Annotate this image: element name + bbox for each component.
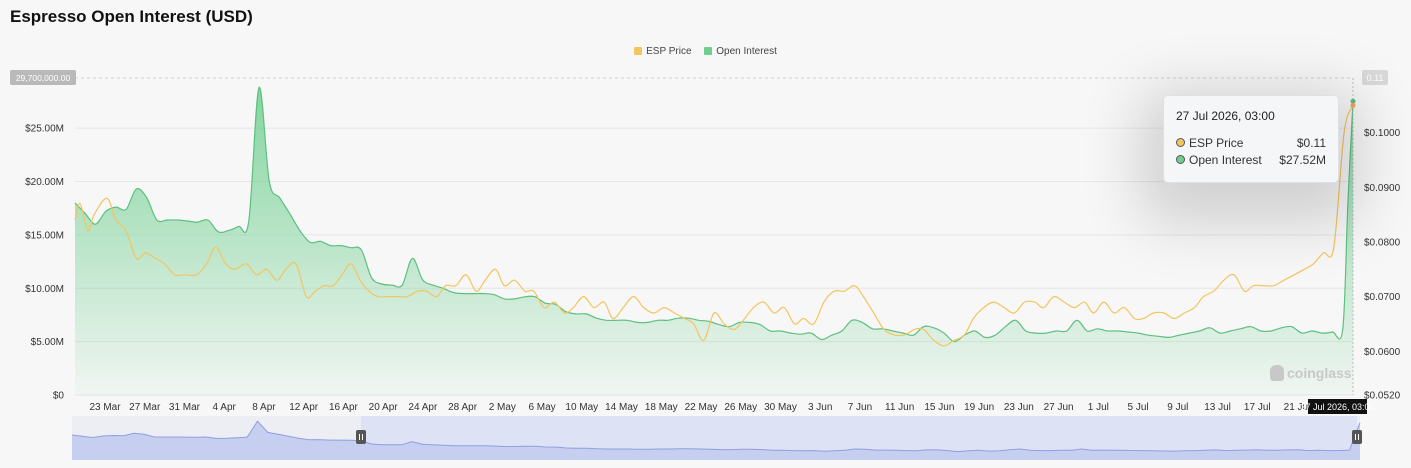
x-tick-label: 12 Apr bbox=[289, 402, 319, 413]
x-tick-label: 30 May bbox=[764, 402, 797, 413]
tooltip-value-open-interest: $27.52M bbox=[1279, 153, 1326, 167]
legend-swatch-esp-price bbox=[634, 47, 643, 55]
tooltip-value-esp-price: $0.11 bbox=[1296, 136, 1326, 150]
navigator-line bbox=[71, 420, 1361, 453]
x-tick-label: 31 Mar bbox=[169, 402, 201, 413]
y-right-tick-label: $0.0520 bbox=[1364, 391, 1401, 402]
cursor-point-esp-price bbox=[1350, 102, 1356, 108]
y-right-tick-label: $0.0600 bbox=[1364, 347, 1401, 358]
x-highlight-label: 27 Jul 2026, 03:00 bbox=[1300, 402, 1374, 412]
tooltip-row-esp-price: ESP Price $0.11 bbox=[1176, 136, 1326, 152]
x-tick-label: 26 May bbox=[724, 402, 757, 413]
x-tick-label: 8 Apr bbox=[252, 402, 276, 413]
y-left-tick-label: $20.00M bbox=[25, 177, 64, 188]
y-right-tick-label: $0.0700 bbox=[1364, 292, 1401, 303]
x-tick-label: 9 Jul bbox=[1167, 402, 1188, 413]
legend-label-esp-price: ESP Price bbox=[646, 46, 692, 57]
x-tick-label: 5 Jul bbox=[1128, 402, 1149, 413]
x-tick-label: 6 May bbox=[528, 402, 555, 413]
right-top-label: 0.11 bbox=[1367, 73, 1384, 83]
navigator-handle-left[interactable] bbox=[356, 430, 366, 444]
tooltip-dot-esp-price bbox=[1176, 138, 1185, 147]
tooltip-row-open-interest: Open Interest $27.52M bbox=[1176, 153, 1326, 169]
x-tick-label: 13 Jul bbox=[1204, 402, 1231, 413]
x-tick-label: 20 Apr bbox=[369, 402, 399, 413]
navigator-handle-right[interactable] bbox=[1352, 430, 1362, 444]
x-tick-label: 1 Jul bbox=[1088, 402, 1109, 413]
y-right-tick-label: $0.1000 bbox=[1364, 128, 1401, 139]
y-left-tick-label: $25.00M bbox=[25, 124, 64, 135]
x-tick-label: 22 May bbox=[685, 402, 718, 413]
tooltip-label-open-interest: Open Interest bbox=[1189, 153, 1262, 167]
x-tick-label: 28 Apr bbox=[448, 402, 478, 413]
x-tick-label: 18 May bbox=[645, 402, 678, 413]
y-left-tick-label: $5.00M bbox=[31, 337, 64, 348]
x-axis: 23 Mar 27 Mar 31 Mar 4 Apr 8 Apr 12 Apr 16 Apr… bbox=[89, 402, 1310, 413]
coinglass-logo-icon bbox=[1270, 365, 1284, 381]
chart-title: Espresso Open Interest (USD) bbox=[10, 7, 253, 26]
x-tick-label: 4 Apr bbox=[213, 402, 237, 413]
open-interest-area bbox=[75, 87, 1353, 396]
x-tick-label: 11 Jun bbox=[885, 402, 914, 413]
y-axis-right: $0.0520 $0.0600 $0.0700 $0.0800 $0.0900 $0.10… bbox=[1362, 70, 1401, 402]
x-tick-label: 27 Mar bbox=[129, 402, 161, 413]
y-left-tick-label: $10.00M bbox=[25, 284, 64, 295]
x-tick-label: 23 Mar bbox=[89, 402, 121, 413]
tooltip: 27 Jul 2026, 03:00 ESP Price $0.11 Open … bbox=[1163, 95, 1339, 183]
x-tick-label: 24 Apr bbox=[408, 402, 438, 413]
legend-label-open-interest: Open Interest bbox=[716, 46, 777, 57]
x-tick-label: 10 May bbox=[565, 402, 598, 413]
legend-item-esp-price[interactable]: ESP Price bbox=[634, 46, 692, 57]
x-tick-label: 7 Jun bbox=[848, 402, 872, 413]
x-tick-label: 15 Jun bbox=[924, 402, 954, 413]
x-tick-label: 14 May bbox=[605, 402, 638, 413]
x-tick-label: 17 Jul bbox=[1244, 402, 1271, 413]
x-tick-label: 19 Jun bbox=[964, 402, 994, 413]
x-tick-label: 21 Jul bbox=[1284, 402, 1311, 413]
legend-swatch-open-interest bbox=[704, 47, 713, 55]
navigator-area bbox=[72, 421, 1360, 460]
x-tick-label: 23 Jun bbox=[1004, 402, 1034, 413]
esp-price-line bbox=[74, 105, 1354, 347]
cursor-point-open-interest bbox=[1350, 98, 1356, 104]
y-right-tick-label: $0.0800 bbox=[1364, 237, 1401, 248]
hover-cursor: 27 Jul 2026, 03:00 bbox=[1300, 78, 1375, 414]
tooltip-dot-open-interest bbox=[1176, 155, 1185, 164]
y-left-tick-label: $15.00M bbox=[25, 230, 64, 241]
max-value-label: 29,700,000.00 bbox=[16, 73, 71, 83]
watermark: coinglass bbox=[1270, 365, 1352, 381]
watermark-text: coinglass bbox=[1287, 365, 1352, 381]
y-right-tick-label: $0.0900 bbox=[1364, 183, 1401, 194]
range-navigator[interactable] bbox=[71, 416, 1362, 460]
y-axis-left: $0 $5.00M $10.00M $15.00M $20.00M $25.00M 29,7… bbox=[10, 70, 76, 402]
open-interest-line bbox=[74, 86, 1354, 343]
y-left-tick-label: $0 bbox=[53, 391, 65, 402]
x-tick-label: 16 Apr bbox=[329, 402, 359, 413]
x-tick-label: 2 May bbox=[489, 402, 516, 413]
tooltip-title: 27 Jul 2026, 03:00 bbox=[1176, 109, 1275, 123]
x-tick-label: 27 Jun bbox=[1044, 402, 1074, 413]
x-highlight-badge bbox=[1308, 399, 1367, 414]
legend: ESP Price Open Interest bbox=[0, 46, 1411, 57]
max-value-badge bbox=[10, 70, 76, 85]
tooltip-label-esp-price: ESP Price bbox=[1189, 136, 1244, 150]
right-top-badge bbox=[1362, 70, 1388, 85]
x-tick-label: 3 Jun bbox=[808, 402, 832, 413]
legend-item-open-interest[interactable]: Open Interest bbox=[704, 46, 777, 57]
